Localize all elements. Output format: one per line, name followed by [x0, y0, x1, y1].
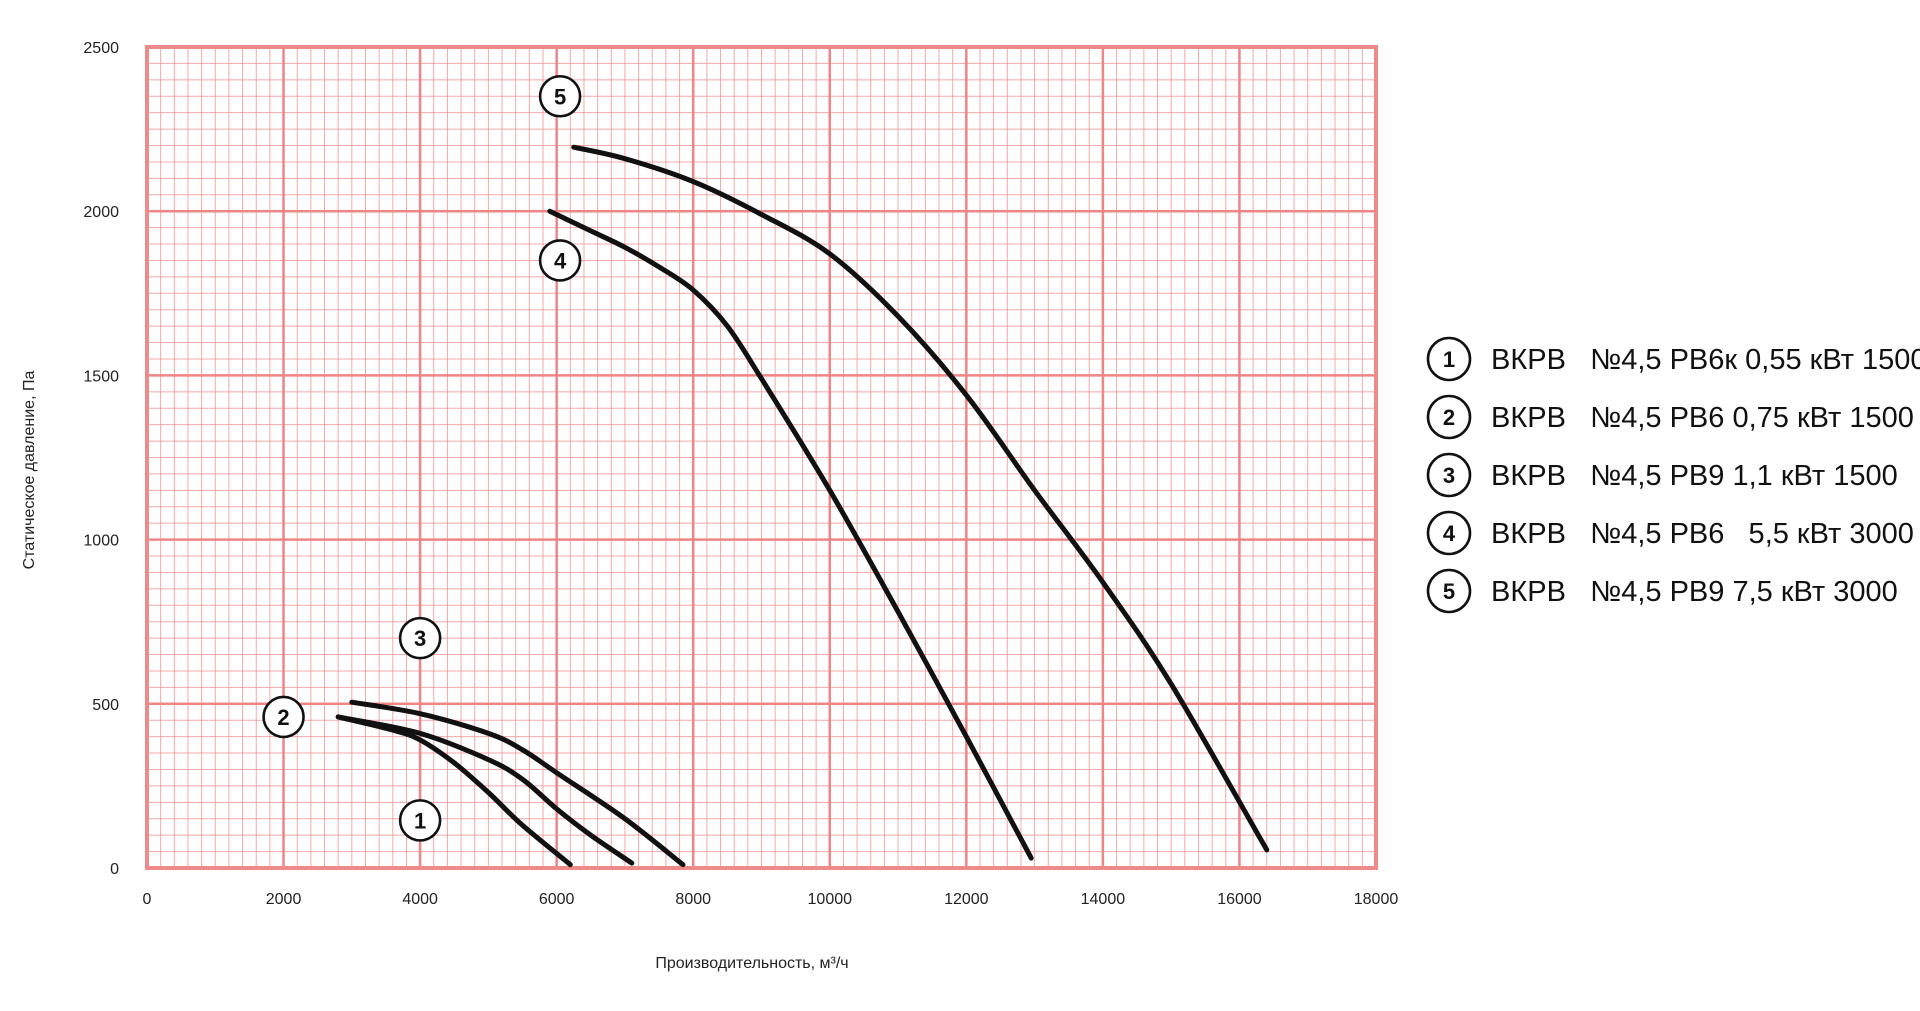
marker-number: 2	[277, 705, 289, 730]
x-tick-label: 14000	[1081, 891, 1126, 908]
performance-curves	[335, 144, 1270, 868]
marker-circle	[538, 239, 582, 282]
y-tick-label: 1500	[83, 368, 119, 385]
legend: 1 ВКРВ №4,5 РВ6к 0,55 кВт 1500 2 ВКРВ №4,5 …	[1426, 336, 1920, 614]
marker-number: 4	[554, 248, 567, 273]
x-tick-label: 0	[143, 891, 152, 908]
x-axis-title: Производительность, м³/ч	[655, 955, 848, 972]
y-tick-label: 1000	[83, 533, 119, 550]
curve-2	[335, 714, 635, 866]
legend-marker-circle	[1426, 568, 1472, 614]
marker-circle	[398, 799, 442, 842]
x-tick-label: 12000	[944, 891, 989, 908]
x-tick-label: 4000	[402, 891, 438, 908]
legend-marker-circle	[1426, 510, 1472, 556]
marker-number: 3	[414, 626, 426, 651]
curve-marker-5: 5	[538, 74, 582, 118]
x-tick-label: 10000	[808, 891, 853, 908]
legend-label: ВКРВ №4,5 РВ9 1,1 кВт 1500	[1491, 460, 1898, 492]
legend-item-3: 3 ВКРВ №4,5 РВ9 1,1 кВт 1500	[1426, 452, 1898, 498]
plot-frame	[145, 45, 1378, 870]
legend-marker-number: 5	[1443, 579, 1455, 604]
curve-marker-3: 3	[398, 616, 442, 660]
x-axis-ticks: 0 2000 4000 6000 8000 10000 12000 14000 16000 180…	[143, 891, 1399, 908]
legend-label: ВКРВ №4,5 РВ6к 0,55 кВт 1500	[1491, 344, 1920, 376]
marker-number: 5	[554, 84, 566, 109]
y-tick-label: 500	[92, 697, 119, 714]
y-tick-label: 0	[110, 861, 119, 878]
x-tick-label: 6000	[539, 891, 575, 908]
legend-marker-number: 2	[1443, 405, 1455, 430]
legend-label: ВКРВ №4,5 РВ9 7,5 кВт 3000	[1491, 576, 1898, 608]
x-tick-label: 18000	[1354, 891, 1399, 908]
marker-circle	[398, 616, 442, 660]
y-axis-ticks: 0 500 1000 1500 2000 2500	[83, 40, 119, 878]
x-tick-label: 2000	[266, 891, 302, 908]
curve-markers: 1 2 3 4 5	[262, 74, 582, 842]
y-tick-label: 2500	[83, 40, 119, 57]
legend-marker-circle	[1426, 452, 1472, 498]
x-tick-label: 16000	[1217, 891, 1262, 908]
legend-marker-circle	[1426, 336, 1472, 382]
y-axis-title: Статическое давление, Па	[21, 371, 38, 570]
legend-marker-circle	[1426, 394, 1472, 440]
legend-label: ВКРВ №4,5 РВ6 5,5 кВт 3000	[1491, 518, 1914, 550]
legend-item-2: 2 ВКРВ №4,5 РВ6 0,75 кВт 1500	[1426, 394, 1914, 440]
minor-grid	[147, 47, 1376, 868]
marker-circle	[262, 695, 305, 739]
curve-5	[571, 144, 1270, 853]
legend-marker-number: 4	[1443, 521, 1456, 546]
y-tick-label: 2000	[83, 204, 119, 221]
legend-label: ВКРВ №4,5 РВ6 0,75 кВт 1500	[1491, 402, 1914, 434]
legend-marker-number: 3	[1443, 463, 1455, 488]
curve-marker-4: 4	[538, 239, 582, 282]
marker-circle	[538, 74, 582, 118]
curve-4	[547, 208, 1034, 861]
curve-marker-1: 1	[398, 799, 442, 842]
legend-item-4: 4 ВКРВ №4,5 РВ6 5,5 кВт 3000	[1426, 510, 1914, 556]
legend-marker-number: 1	[1443, 347, 1455, 372]
curve-3	[349, 699, 686, 868]
legend-item-5: 5 ВКРВ №4,5 РВ9 7,5 кВт 3000	[1426, 568, 1898, 614]
x-tick-label: 8000	[675, 891, 711, 908]
marker-number: 1	[414, 808, 426, 833]
curve-marker-2: 2	[262, 695, 305, 739]
legend-item-1: 1 ВКРВ №4,5 РВ6к 0,55 кВт 1500	[1426, 336, 1920, 382]
curve-1	[335, 714, 573, 868]
